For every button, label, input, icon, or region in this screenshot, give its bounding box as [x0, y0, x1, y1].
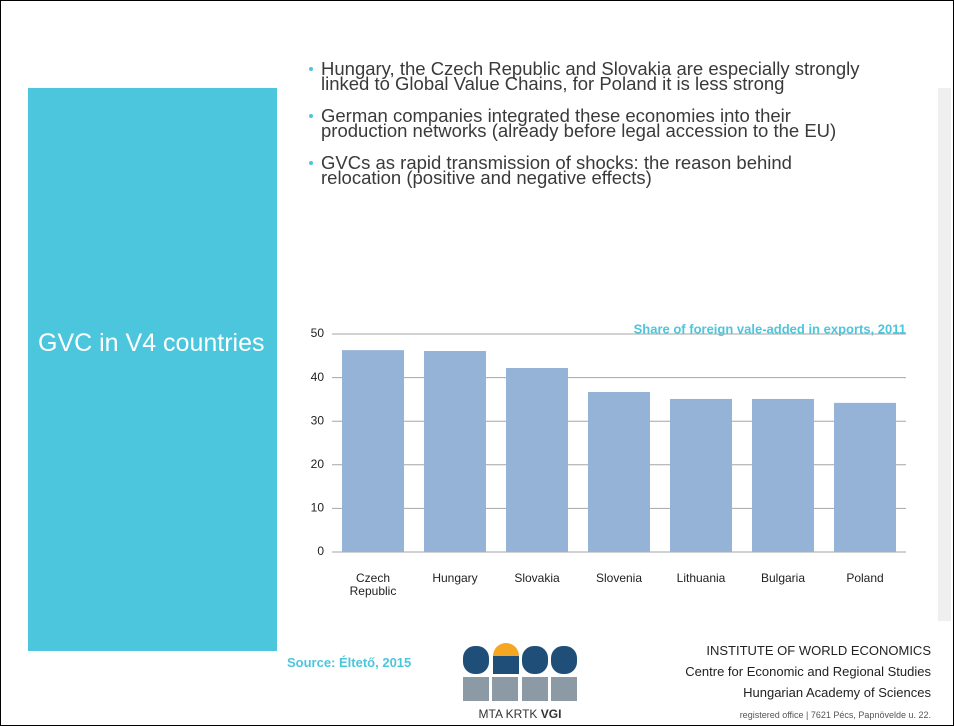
x-tick-label: Bulgaria: [760, 571, 806, 585]
bullet-list: Hungary, the Czech Republic and Slovakia…: [307, 59, 867, 202]
bar: [588, 391, 650, 552]
logo-block: [551, 646, 577, 674]
x-tick-label: Slovakia: [514, 571, 560, 585]
logo-block: [463, 646, 489, 674]
logo-block: [493, 656, 519, 674]
institute-address: registered office | 7621 Pécs, Papnöveld…: [739, 710, 931, 720]
logo-block: [522, 646, 548, 674]
x-tick-label: Slovenia: [595, 571, 643, 585]
institute-line: Hungarian Academy of Sciences: [743, 685, 931, 700]
side-panel: [28, 88, 277, 651]
logo-bold: VGI: [541, 707, 562, 721]
bullet: Hungary, the Czech Republic and Slovakia…: [307, 59, 867, 93]
side-strip: [938, 88, 951, 621]
y-tick-label: 20: [311, 457, 325, 471]
slide-title: GVC in V4 countries: [38, 329, 265, 357]
bar: [752, 398, 814, 552]
bar: [670, 398, 732, 552]
x-tick-label: Poland: [846, 571, 884, 585]
y-tick-label: 40: [311, 370, 325, 384]
y-tick-label: 10: [311, 501, 325, 515]
logo-block: [522, 677, 548, 701]
bullet: GVCs as rapid transmission of shocks: th…: [307, 153, 867, 187]
logo-text: MTA KRTK: [479, 707, 538, 721]
logo-block: [463, 677, 489, 701]
bar: [506, 368, 568, 552]
chart-title: Share of foreign vale-added in exports, …: [634, 321, 906, 336]
y-tick-label: 50: [311, 326, 325, 340]
logo-text: MTA KRTK VGI: [479, 707, 562, 721]
bar: [424, 351, 486, 552]
source: Source: Éltető, 2015: [287, 655, 412, 670]
bar: [342, 350, 404, 552]
logo-block: [492, 677, 518, 701]
logo-block: [551, 677, 577, 701]
bullet: German companies integrated these econom…: [307, 106, 867, 140]
bar: [834, 402, 896, 552]
logo: MTA KRTK VGI: [463, 643, 577, 721]
x-tick-label: Czech Republic: [349, 571, 397, 598]
x-tick-label: Hungary: [432, 571, 478, 585]
institute-line: Centre for Economic and Regional Studies: [685, 664, 931, 679]
y-tick-label: 0: [317, 544, 324, 558]
institute-name: INSTITUTE OF WORLD ECONOMICS: [706, 643, 931, 658]
y-tick-label: 30: [311, 413, 325, 427]
x-tick-label: Lithuania: [676, 571, 726, 585]
